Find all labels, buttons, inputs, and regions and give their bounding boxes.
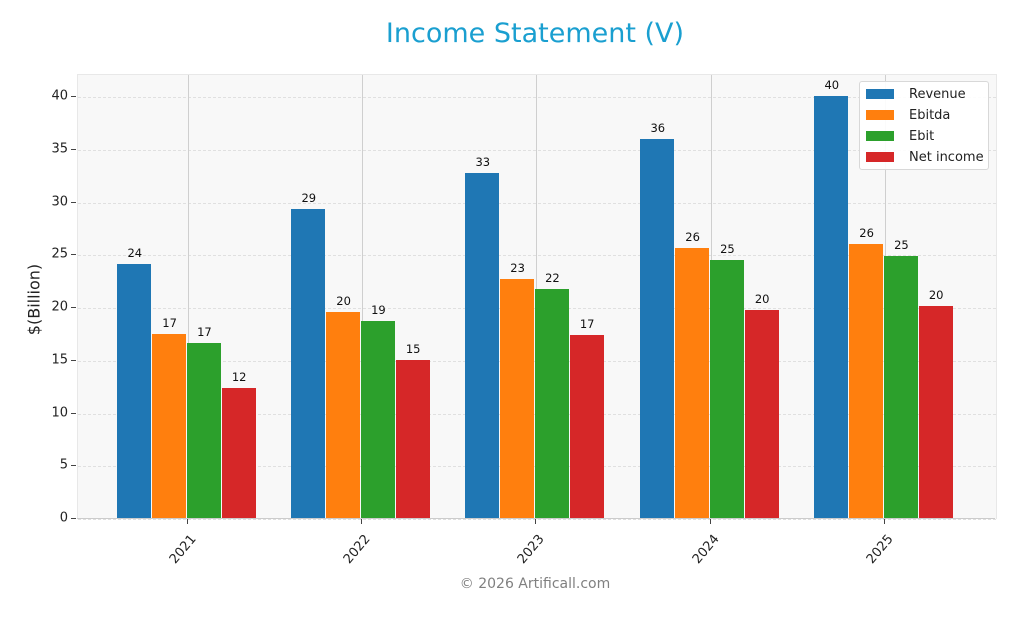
- x-tick-mark: [187, 519, 188, 524]
- y-tick-label: 5: [59, 457, 68, 473]
- gridline-horizontal: [78, 519, 996, 520]
- bar-ebitda-2021: [152, 334, 187, 518]
- bar-revenue-2021: [117, 263, 152, 518]
- bar-value-label: 33: [475, 155, 491, 169]
- gridline-horizontal: [78, 97, 996, 98]
- legend-swatch-icon: [866, 152, 894, 162]
- bar-ebitda-2022: [326, 312, 361, 518]
- bar-value-label: 26: [685, 229, 700, 244]
- x-axis-line: [77, 518, 995, 519]
- x-tick-label: 2023: [514, 532, 548, 567]
- bar-net-income-2025: [918, 305, 953, 518]
- gridline-vertical: [188, 75, 189, 519]
- legend-swatch-icon: [866, 110, 894, 120]
- legend-item: Net income: [866, 148, 984, 166]
- legend-label: Ebitda: [909, 107, 951, 123]
- bar-value-label: 25: [894, 238, 909, 253]
- y-tick-mark: [71, 307, 76, 308]
- y-axis-label: $(Billion): [24, 263, 44, 336]
- x-tick-label: 2025: [863, 532, 897, 567]
- bar-value-label: 15: [405, 341, 421, 356]
- copyright-footer: © 2026 Artificall.com: [459, 576, 611, 592]
- bar-ebit-2022: [361, 320, 395, 518]
- y-tick-label: 25: [51, 246, 68, 262]
- bar-revenue-2024: [640, 139, 675, 518]
- gridline-horizontal: [78, 255, 996, 257]
- bar-value-label: 22: [545, 271, 560, 286]
- x-tick-label: 2021: [166, 532, 200, 567]
- bar-value-label: 17: [579, 317, 595, 332]
- gridline-horizontal: [78, 149, 996, 151]
- bar-ebitda-2025: [849, 243, 884, 518]
- bar-value-label: 19: [371, 302, 386, 317]
- bar-value-label: 17: [162, 316, 177, 331]
- x-tick-mark: [361, 519, 362, 524]
- bar-revenue-2023: [465, 173, 500, 518]
- y-tick-label: 35: [51, 141, 68, 157]
- y-tick-label: 20: [51, 299, 68, 315]
- y-tick-mark: [71, 518, 76, 519]
- y-tick-label: 10: [51, 405, 68, 420]
- y-tick-mark: [71, 148, 76, 150]
- y-tick-mark: [71, 201, 76, 203]
- y-tick-mark: [71, 96, 76, 97]
- legend: Revenue Ebitda Ebit Net income: [859, 81, 989, 170]
- legend-item: Ebit: [866, 127, 934, 145]
- bar-value-label: 29: [301, 190, 317, 205]
- bar-value-label: 24: [127, 245, 143, 260]
- y-tick-mark: [71, 254, 76, 256]
- legend-swatch-icon: [866, 89, 894, 99]
- legend-label: Net income: [909, 149, 984, 165]
- bar-value-label: 20: [754, 292, 770, 307]
- bar-net-income-2023: [569, 335, 604, 518]
- bar-value-label: 20: [336, 294, 351, 309]
- x-tick-mark: [884, 519, 885, 524]
- bar-ebitda-2023: [500, 278, 535, 518]
- y-tick-label: 40: [51, 88, 68, 104]
- bar-ebitda-2024: [675, 247, 710, 518]
- y-tick-mark: [71, 465, 76, 467]
- gridline-vertical: [362, 75, 363, 519]
- bar-revenue-2025: [814, 96, 849, 518]
- x-tick-label: 2024: [689, 532, 723, 567]
- legend-label: Ebit: [909, 128, 935, 144]
- y-tick-label: 30: [51, 194, 68, 209]
- bar-net-income-2022: [395, 359, 430, 518]
- bar-value-label: 40: [824, 78, 840, 92]
- bar-value-label: 12: [231, 370, 247, 385]
- bar-value-label: 26: [859, 225, 874, 240]
- y-tick-mark: [71, 359, 76, 361]
- bar-ebit-2021: [187, 342, 221, 518]
- y-tick-label: 15: [51, 352, 68, 368]
- y-tick-label: 0: [59, 510, 68, 526]
- x-tick-mark: [535, 519, 536, 524]
- bar-value-label: 23: [510, 260, 525, 275]
- legend-swatch-icon: [866, 131, 894, 141]
- y-tick-mark: [71, 412, 76, 414]
- bar-value-label: 25: [720, 241, 735, 256]
- chart-title: Income Statement (V): [385, 18, 685, 49]
- bar-ebit-2024: [710, 259, 744, 518]
- bar-value-label: 36: [650, 121, 666, 136]
- legend-label: Revenue: [909, 86, 966, 102]
- bar-ebit-2025: [884, 256, 918, 518]
- legend-item: Ebitda: [866, 106, 950, 124]
- x-tick-label: 2022: [340, 532, 374, 567]
- bar-value-label: 20: [928, 287, 944, 302]
- x-tick-mark: [710, 519, 711, 524]
- bar-revenue-2022: [291, 208, 326, 518]
- legend-item: Revenue: [866, 85, 966, 103]
- bar-net-income-2024: [744, 310, 779, 518]
- bar-net-income-2021: [221, 388, 256, 518]
- bar-ebit-2023: [535, 289, 569, 518]
- bar-value-label: 17: [197, 324, 212, 339]
- gridline-horizontal: [78, 202, 996, 204]
